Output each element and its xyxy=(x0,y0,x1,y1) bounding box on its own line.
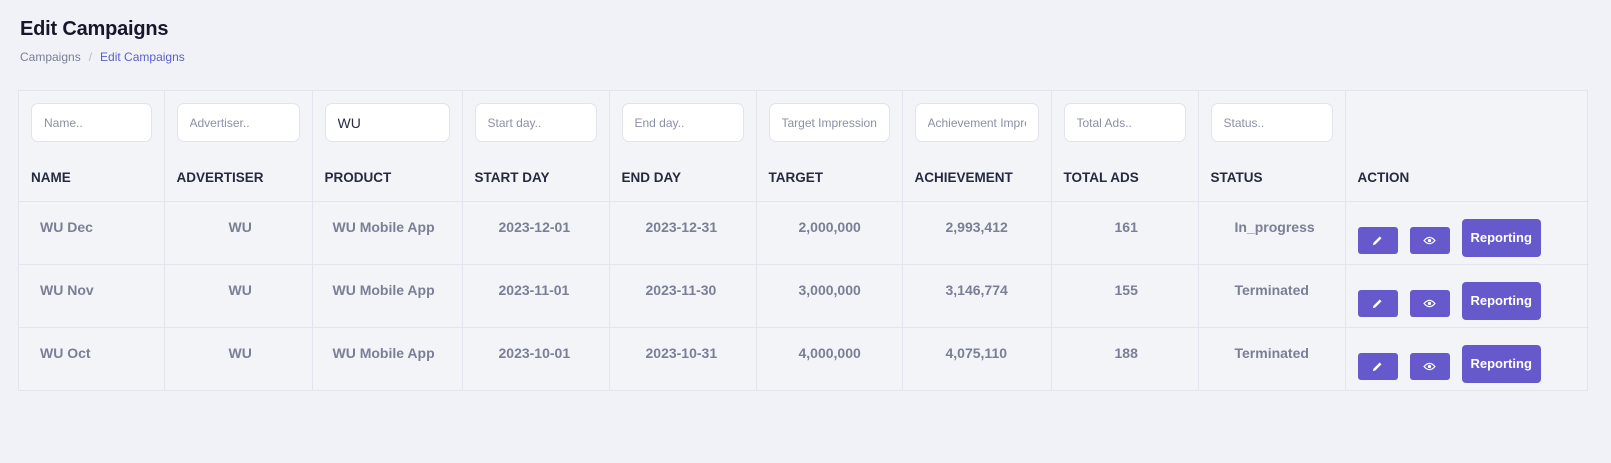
filter-cell-name xyxy=(19,91,165,155)
filter-cell-total-ads xyxy=(1051,91,1199,155)
filter-row xyxy=(19,91,1589,155)
column-header-start-day[interactable]: START DAY xyxy=(462,155,610,202)
cell-end-day: 2023-10-31 xyxy=(609,327,757,390)
breadcrumb-edit-campaigns: Edit Campaigns xyxy=(100,50,185,64)
cell-action: Reporting xyxy=(1345,327,1589,390)
eye-icon xyxy=(1423,236,1436,245)
cell-advertiser: WU xyxy=(164,264,313,328)
cell-name: WU Dec xyxy=(19,201,165,265)
cell-target: 3,000,000 xyxy=(756,264,903,328)
cell-total-ads: 161 xyxy=(1051,201,1199,265)
row-actions: Reporting xyxy=(1357,344,1590,383)
filter-cell-advertiser xyxy=(164,91,313,155)
cell-total-ads: 155 xyxy=(1051,264,1199,328)
product-filter-input[interactable] xyxy=(324,103,450,142)
cell-end-day: 2023-11-30 xyxy=(609,264,757,328)
advertiser-filter-input[interactable] xyxy=(176,103,300,142)
column-header-action: ACTION xyxy=(1345,155,1589,202)
achievement-filter-input[interactable] xyxy=(914,103,1039,142)
cell-status: Terminated xyxy=(1198,327,1346,390)
cell-achievement: 4,075,110 xyxy=(902,327,1052,390)
filter-cell-start-day xyxy=(462,91,610,155)
campaigns-table: NAME ADVERTISER PRODUCT START DAY END DA… xyxy=(18,90,1590,391)
cell-advertiser: WU xyxy=(164,327,313,390)
column-header-end-day[interactable]: END DAY xyxy=(609,155,757,202)
breadcrumb: Campaigns / Edit Campaigns xyxy=(20,50,185,64)
reporting-button[interactable]: Reporting xyxy=(1461,344,1541,383)
view-button[interactable] xyxy=(1409,227,1450,254)
filter-cell-achievement xyxy=(902,91,1052,155)
cell-status: Terminated xyxy=(1198,264,1346,328)
column-header-achievement[interactable]: ACHIEVEMENT xyxy=(902,155,1052,202)
cell-achievement: 3,146,774 xyxy=(902,264,1052,328)
filter-cell-product xyxy=(312,91,463,155)
cell-start-day: 2023-10-01 xyxy=(462,327,610,390)
cell-end-day: 2023-12-31 xyxy=(609,201,757,265)
view-button[interactable] xyxy=(1409,290,1450,317)
column-header-status[interactable]: STATUS xyxy=(1198,155,1346,202)
target-filter-input[interactable] xyxy=(768,103,890,142)
edit-button[interactable] xyxy=(1357,353,1398,380)
cell-target: 4,000,000 xyxy=(756,327,903,390)
edit-button[interactable] xyxy=(1357,290,1398,317)
cell-start-day: 2023-11-01 xyxy=(462,264,610,328)
filter-cell-end-day xyxy=(609,91,757,155)
cell-action: Reporting xyxy=(1345,201,1590,265)
total-ads-filter-input[interactable] xyxy=(1063,103,1186,142)
cell-status: In_progress xyxy=(1198,201,1346,265)
cell-total-ads: 188 xyxy=(1051,327,1199,390)
cell-start-day: 2023-12-01 xyxy=(462,201,610,265)
reporting-button[interactable]: Reporting xyxy=(1461,281,1541,320)
cell-product: WU Mobile App xyxy=(312,327,463,390)
edit-button[interactable] xyxy=(1357,227,1398,254)
page-title: Edit Campaigns xyxy=(20,18,169,40)
column-header-product[interactable]: PRODUCT xyxy=(312,155,463,202)
start-day-filter-input[interactable] xyxy=(474,103,597,142)
column-header-advertiser[interactable]: ADVERTISER xyxy=(164,155,313,202)
column-header-total-ads[interactable]: TOTAL ADS xyxy=(1051,155,1199,202)
cell-advertiser: WU xyxy=(164,201,313,265)
eye-icon xyxy=(1423,362,1436,371)
table-row: WU Dec WU WU Mobile App 2023-12-01 2023-… xyxy=(19,201,1590,265)
pencil-icon xyxy=(1372,236,1382,246)
table-row: WU Nov WU WU Mobile App 2023-11-01 2023-… xyxy=(19,264,1590,328)
header-row: NAME ADVERTISER PRODUCT START DAY END DA… xyxy=(19,155,1589,202)
cell-name: WU Oct xyxy=(19,327,165,390)
table-row: WU Oct WU WU Mobile App 2023-10-01 2023-… xyxy=(19,327,1589,390)
cell-achievement: 2,993,412 xyxy=(902,201,1052,265)
filter-cell-target xyxy=(756,91,903,155)
filter-cell-status xyxy=(1198,91,1346,155)
end-day-filter-input[interactable] xyxy=(621,103,744,142)
cell-target: 2,000,000 xyxy=(756,201,903,265)
reporting-button[interactable]: Reporting xyxy=(1461,218,1541,257)
name-filter-input[interactable] xyxy=(31,103,152,142)
status-filter-input[interactable] xyxy=(1210,103,1333,142)
cell-product: WU Mobile App xyxy=(312,264,463,328)
page-header: Edit Campaigns Campaigns / Edit Campaign… xyxy=(20,18,185,64)
row-actions: Reporting xyxy=(1357,218,1590,257)
pencil-icon xyxy=(1372,362,1382,372)
filter-cell-action xyxy=(1345,91,1589,155)
cell-action: Reporting xyxy=(1345,264,1590,328)
column-header-name[interactable]: NAME xyxy=(19,155,165,202)
eye-icon xyxy=(1423,299,1436,308)
pencil-icon xyxy=(1372,299,1382,309)
breadcrumb-separator: / xyxy=(88,50,93,64)
cell-product: WU Mobile App xyxy=(312,201,463,265)
column-header-target[interactable]: TARGET xyxy=(756,155,903,202)
breadcrumb-campaigns[interactable]: Campaigns xyxy=(20,50,81,64)
row-actions: Reporting xyxy=(1357,281,1590,320)
cell-name: WU Nov xyxy=(19,264,165,328)
view-button[interactable] xyxy=(1409,353,1450,380)
